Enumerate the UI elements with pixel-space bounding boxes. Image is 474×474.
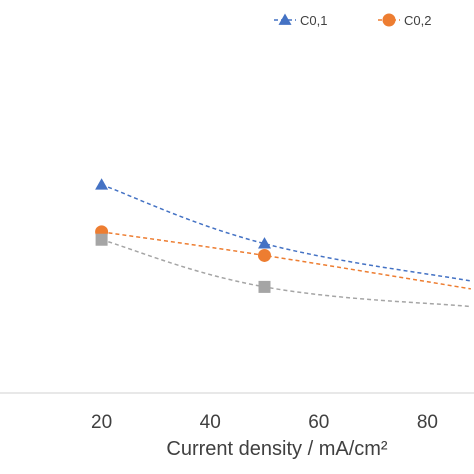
series-3-point — [95, 233, 108, 246]
series-1-line — [101, 184, 471, 282]
series-1-point — [95, 178, 109, 190]
x-tick-label: 40 — [200, 412, 221, 433]
series-2-point — [258, 248, 271, 262]
legend: C0,1 C0,2 — [274, 13, 431, 28]
x-tick-label: 20 — [91, 412, 112, 433]
series-3-line — [101, 239, 471, 308]
series-layer — [95, 178, 471, 308]
series-1-point — [258, 237, 271, 249]
legend-marker — [278, 13, 292, 25]
legend-label: C0,2 — [404, 13, 431, 28]
x-tick-label: 60 — [308, 412, 329, 433]
x-axis-title: Current density / mA/cm² — [166, 438, 388, 460]
x-tick-label: 80 — [417, 412, 438, 433]
series-3-point — [258, 280, 271, 293]
legend-marker — [382, 13, 396, 27]
legend-label: C0,1 — [300, 13, 327, 28]
series-2-line — [101, 231, 471, 290]
x-tick-labels: 020406080 — [91, 412, 438, 433]
